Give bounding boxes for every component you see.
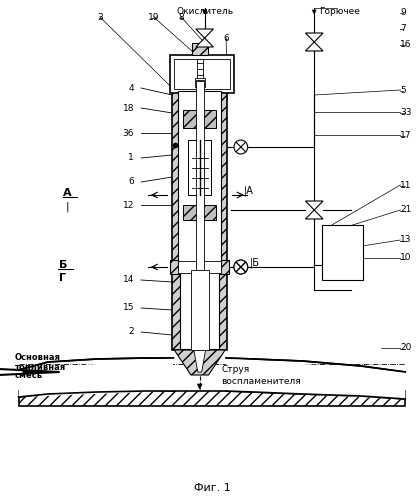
Bar [196, 80, 204, 270]
Text: 9: 9 [400, 7, 406, 16]
Polygon shape [305, 201, 323, 210]
Polygon shape [305, 210, 323, 219]
Text: Горючее: Горючее [319, 7, 360, 16]
Text: 4: 4 [129, 83, 134, 92]
Bar [183, 110, 216, 128]
Bar [191, 270, 208, 350]
Bar [195, 78, 205, 87]
Text: 18: 18 [123, 103, 134, 112]
Text: 16: 16 [400, 39, 412, 48]
Text: воспламенителя: воспламенителя [221, 377, 301, 386]
Polygon shape [196, 38, 213, 47]
Polygon shape [194, 350, 206, 372]
Text: 33: 33 [400, 107, 412, 116]
Bar [174, 59, 230, 89]
Bar [171, 55, 234, 93]
Polygon shape [19, 358, 173, 397]
Text: 36: 36 [123, 129, 134, 138]
Text: |А: |А [244, 186, 254, 196]
Text: 19: 19 [148, 12, 159, 21]
Bar [171, 260, 229, 274]
Polygon shape [226, 358, 405, 399]
Polygon shape [196, 29, 213, 38]
Text: 7: 7 [400, 23, 406, 32]
Bar [178, 261, 221, 273]
Bar [172, 90, 227, 270]
Text: 10: 10 [400, 253, 412, 262]
Text: 1: 1 [129, 154, 134, 163]
Text: 17: 17 [400, 131, 412, 140]
Bar [178, 91, 221, 269]
Text: топливная: топливная [15, 362, 66, 371]
Circle shape [234, 260, 248, 274]
Polygon shape [312, 10, 316, 14]
Text: 3: 3 [97, 12, 103, 21]
Circle shape [234, 260, 248, 274]
Text: 20: 20 [400, 343, 412, 352]
Text: 12: 12 [123, 201, 134, 210]
Text: Б: Б [59, 260, 67, 270]
Text: Основная: Основная [15, 353, 61, 362]
Text: Струя: Струя [221, 365, 250, 375]
Text: 8: 8 [178, 12, 184, 21]
Text: |: | [66, 202, 69, 212]
Text: 6: 6 [129, 178, 134, 187]
Bar [197, 59, 203, 93]
Text: А: А [63, 188, 72, 198]
Text: 15: 15 [123, 303, 134, 312]
Bar [183, 205, 216, 220]
Bar [192, 43, 208, 55]
Polygon shape [197, 384, 202, 389]
Text: 5: 5 [400, 85, 406, 94]
Text: 13: 13 [400, 236, 412, 245]
Text: 14: 14 [123, 275, 134, 284]
Polygon shape [305, 42, 323, 51]
Text: смесь: смесь [15, 371, 43, 381]
Text: 2: 2 [129, 327, 134, 336]
Text: 6: 6 [223, 33, 229, 42]
Text: Фиг. 1: Фиг. 1 [194, 483, 231, 493]
Bar [172, 270, 227, 350]
Circle shape [234, 140, 248, 154]
Polygon shape [174, 350, 225, 375]
Bar [180, 271, 219, 349]
Polygon shape [203, 10, 207, 14]
Text: 11: 11 [400, 181, 412, 190]
Text: 21: 21 [400, 206, 412, 215]
Text: Окислитель: Окислитель [176, 7, 233, 16]
Text: |Б: |Б [250, 258, 260, 268]
Bar [19, 391, 405, 406]
Bar [188, 140, 211, 195]
Polygon shape [305, 33, 323, 42]
Bar [322, 225, 363, 280]
Text: Г: Г [59, 273, 66, 283]
